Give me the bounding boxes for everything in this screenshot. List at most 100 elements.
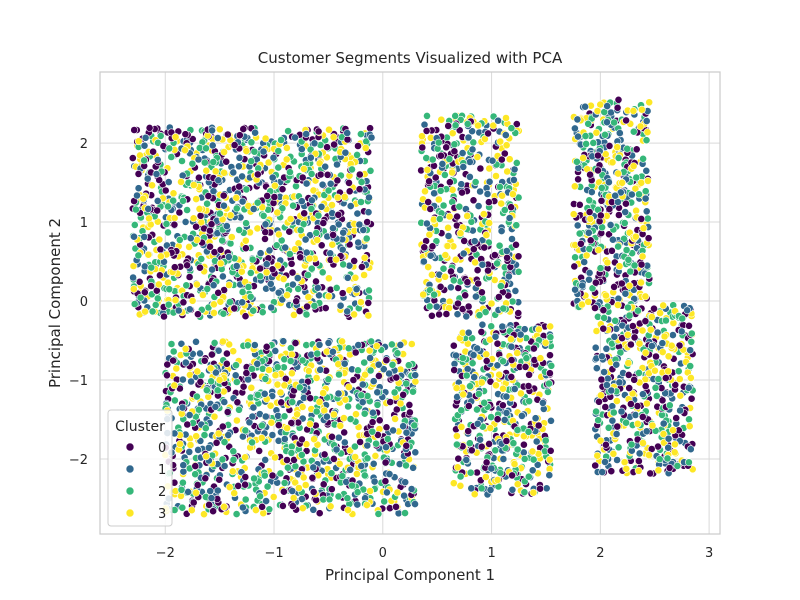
scatter-point (360, 358, 369, 367)
scatter-point (547, 416, 555, 425)
scatter-point (301, 235, 310, 244)
scatter-point (235, 131, 244, 140)
scatter-point (503, 167, 512, 176)
scatter-point (350, 442, 359, 451)
scatter-point (287, 259, 296, 268)
scatter-point (494, 293, 503, 301)
scatter-point (371, 451, 380, 460)
scatter-point (314, 127, 323, 136)
scatter-point (350, 256, 359, 265)
scatter-point (639, 154, 647, 163)
scatter-point (181, 358, 190, 367)
scatter-point (368, 408, 377, 417)
scatter-point (460, 236, 469, 245)
scatter-point (194, 445, 202, 454)
scatter-point (210, 338, 219, 347)
scatter-point (411, 371, 420, 380)
scatter-point (294, 484, 303, 492)
scatter-point (351, 348, 360, 357)
scatter-point (512, 221, 521, 230)
scatter-point (366, 166, 375, 175)
scatter-point (130, 126, 139, 134)
scatter-point (468, 359, 477, 368)
scatter-point (490, 251, 499, 259)
scatter-point (600, 368, 608, 376)
scatter-point (129, 273, 137, 282)
scatter-point (134, 184, 143, 193)
scatter-point (249, 403, 258, 412)
scatter-point (192, 392, 201, 401)
scatter-point (501, 131, 510, 139)
scatter-point (227, 233, 236, 241)
scatter-point (485, 219, 494, 227)
scatter-point (536, 354, 545, 363)
scatter-point (272, 241, 281, 250)
scatter-point (329, 133, 338, 142)
scatter-point (382, 443, 390, 452)
scatter-point (308, 473, 317, 482)
scatter-point (405, 400, 414, 409)
scatter-point (652, 352, 660, 361)
scatter-point (220, 438, 229, 446)
scatter-point (499, 304, 508, 313)
scatter-point (524, 427, 533, 436)
scatter-point (170, 381, 179, 390)
scatter-point (249, 205, 258, 213)
scatter-point (153, 294, 162, 303)
scatter-point (183, 206, 191, 214)
scatter-point (585, 268, 594, 277)
scatter-point (319, 389, 328, 397)
scatter-point (502, 141, 511, 150)
scatter-point (448, 168, 456, 177)
scatter-point (360, 471, 369, 480)
scatter-point (224, 431, 233, 439)
scatter-point (632, 173, 641, 182)
scatter-point (534, 421, 543, 430)
scatter-point (222, 222, 231, 230)
scatter-point (306, 153, 315, 162)
scatter-point (667, 341, 676, 350)
scatter-point (686, 445, 695, 454)
scatter-point (365, 193, 373, 202)
scatter-point (499, 455, 508, 463)
scatter-point (181, 344, 190, 353)
scatter-point (518, 411, 526, 420)
scatter-point (248, 438, 256, 447)
scatter-point (231, 371, 240, 380)
scatter-point (289, 310, 298, 319)
scatter-point (253, 198, 262, 207)
scatter-point (497, 199, 506, 208)
scatter-point (459, 390, 468, 399)
scatter-point (334, 389, 343, 398)
scatter-point (307, 264, 316, 273)
scatter-point (171, 133, 180, 141)
scatter-point (405, 408, 414, 417)
scatter-point (261, 220, 270, 229)
scatter-point (250, 474, 258, 483)
scatter-point (386, 398, 395, 406)
scatter-point (262, 342, 271, 351)
scatter-point (528, 447, 537, 456)
scatter-point (454, 284, 463, 292)
y-tick-label: 0 (80, 295, 88, 310)
scatter-point (259, 211, 268, 220)
scatter-point (473, 153, 482, 161)
scatter-point (582, 251, 591, 260)
scatter-point (192, 222, 200, 231)
scatter-point (247, 157, 256, 166)
scatter-point (635, 457, 643, 465)
scatter-point (686, 362, 695, 370)
scatter-point (516, 330, 525, 339)
scatter-point (232, 378, 241, 386)
scatter-point (435, 214, 444, 223)
scatter-point (186, 234, 195, 243)
scatter-point (304, 271, 312, 279)
scatter-point (592, 364, 601, 373)
scatter-point (613, 143, 622, 152)
scatter-point (603, 118, 611, 127)
scatter-point (594, 246, 603, 254)
scatter-point (482, 356, 491, 365)
scatter-point (130, 300, 139, 308)
scatter-point (206, 364, 215, 373)
scatter-point (235, 405, 243, 414)
